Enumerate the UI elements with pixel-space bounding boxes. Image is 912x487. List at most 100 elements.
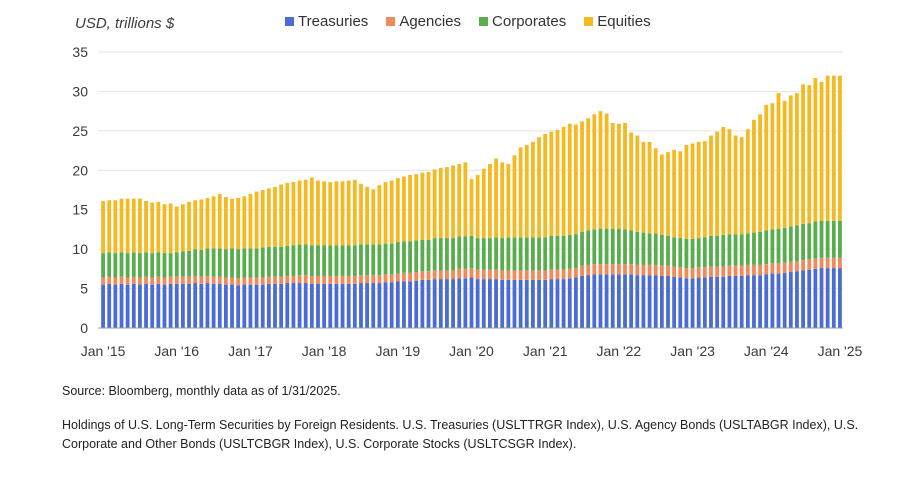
bar-equities-99 [709,135,713,236]
bar-agencies-65 [500,270,505,280]
y-axis-unit-label: USD, trillions $ [75,15,175,32]
bar-equities-91 [659,154,664,235]
bar-equities-54 [432,169,437,239]
bar-corporates-99 [709,235,713,267]
bar-treasuries-69 [524,279,529,328]
bar-treasuries-11 [168,283,173,328]
bar-equities-113 [795,93,799,226]
bar-agencies-84 [616,264,621,275]
bar-corporates-14 [187,250,191,277]
bar-agencies-120 [838,257,842,269]
bar-corporates-21 [230,248,234,278]
x-tick-label: Jan '16 [154,343,199,359]
bar-equities-18 [211,196,216,249]
bar-treasuries-86 [629,274,634,328]
bar-corporates-80 [592,229,597,265]
bar-equities-46 [383,182,388,244]
bar-corporates-38 [334,245,339,276]
bar-treasuries-74 [555,279,560,328]
bar-equities-2 [113,200,118,254]
legend-item-corporates: Corporates [479,13,566,30]
bar-equities-102 [727,129,732,235]
bar-agencies-62 [481,269,486,280]
bar-treasuries-56 [445,279,449,328]
bar-agencies-82 [604,264,609,275]
bar-corporates-36 [322,245,327,276]
bar-equities-23 [242,196,247,249]
bar-agencies-9 [156,276,161,284]
bar-treasuries-71 [537,279,541,328]
bar-agencies-86 [629,264,634,275]
bar-treasuries-2 [113,284,118,328]
bar-equities-100 [715,131,720,236]
bar-equities-75 [561,126,566,236]
bar-equities-21 [230,198,234,249]
bar-equities-89 [647,141,652,234]
x-tick-label: Jan '21 [523,343,568,359]
bar-equities-42 [359,183,363,245]
bar-corporates-22 [236,249,241,279]
bar-agencies-117 [819,257,824,269]
bar-equities-56 [445,167,449,239]
bar-agencies-79 [586,264,591,276]
bar-agencies-12 [174,276,179,284]
bar-agencies-40 [346,275,351,284]
bar-treasuries-22 [236,285,241,328]
bar-treasuries-53 [426,279,431,328]
bar-agencies-50 [408,272,412,282]
bar-equities-55 [438,167,443,239]
bar-corporates-70 [531,237,535,271]
bar-treasuries-44 [371,283,376,328]
stacked-bar-chart: 0 5 10 15 20 25 30 35 Jan '15 Jan '16 Jan '17 Jan '… [72,44,862,359]
bar-treasuries-7 [144,283,148,328]
bar-treasuries-33 [303,283,308,328]
bar-agencies-11 [168,276,173,284]
bar-treasuries-62 [481,279,486,328]
bar-corporates-111 [782,227,787,263]
bar-equities-93 [672,149,677,238]
bar-corporates-110 [776,228,781,264]
bar-corporates-71 [537,237,541,271]
bar-equities-103 [733,135,738,235]
bar-corporates-3 [119,252,124,277]
bar-corporates-8 [150,253,155,278]
bar-agencies-22 [236,278,241,286]
bar-agencies-43 [365,275,370,284]
bar-treasuries-102 [727,275,732,328]
bar-treasuries-41 [352,283,357,328]
bar-treasuries-31 [291,283,296,328]
bar-corporates-34 [309,245,314,276]
bar-treasuries-119 [831,268,836,328]
bar-corporates-28 [273,246,277,277]
bar-agencies-2 [113,277,118,285]
bar-treasuries-114 [801,270,805,328]
bar-treasuries-29 [279,283,284,328]
bar-equities-44 [371,189,376,245]
y-tick-label: 30 [72,83,88,99]
bar-treasuries-110 [776,273,781,328]
bar-equities-80 [592,114,597,230]
bar-treasuries-82 [604,274,609,328]
bar-equities-86 [629,132,634,231]
bar-treasuries-60 [469,277,474,328]
bar-equities-61 [475,175,480,239]
bar-agencies-52 [420,271,425,280]
bar-agencies-15 [193,275,198,284]
bar-agencies-99 [709,266,713,277]
bar-agencies-74 [555,269,560,280]
bar-equities-4 [125,198,130,254]
bar-treasuries-18 [211,283,216,328]
legend-item-agencies: Agencies [386,13,461,30]
bar-corporates-73 [549,235,554,270]
bar-corporates-90 [653,233,658,265]
legend-swatch-agencies [386,17,396,26]
legend-swatch-corporates [479,17,489,26]
bar-equities-16 [199,199,204,250]
bar-equities-74 [555,130,560,236]
bar-corporates-97 [696,238,701,268]
bar-agencies-66 [506,270,511,280]
bar-equities-5 [131,198,136,253]
footnote: Holdings of U.S. Long-Term Securities by… [62,418,859,451]
bar-treasuries-57 [451,279,455,328]
bar-treasuries-90 [653,275,658,328]
